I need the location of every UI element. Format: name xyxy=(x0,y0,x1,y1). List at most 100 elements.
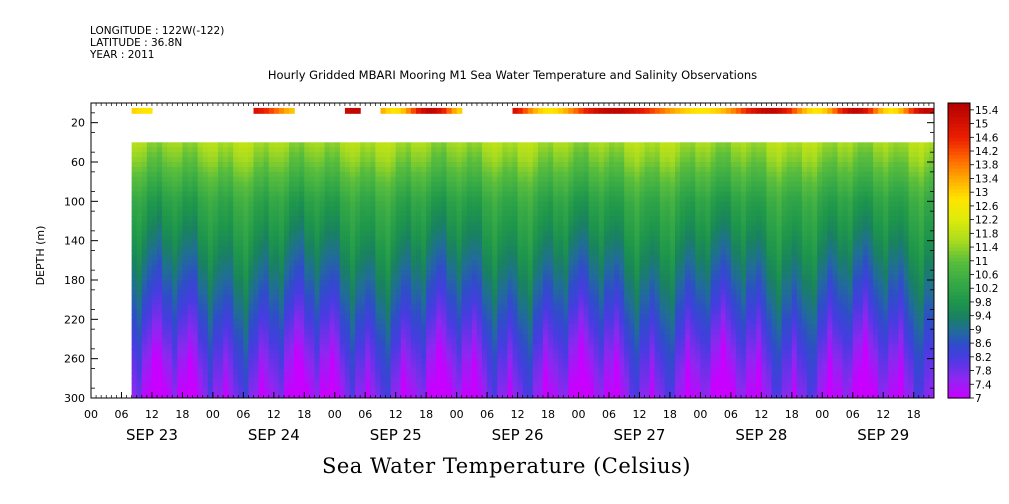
temperature-cell xyxy=(446,314,453,320)
temperature-cell xyxy=(187,206,194,212)
temperature-cell xyxy=(258,176,265,183)
temperature-cell xyxy=(451,393,458,398)
temperature-cell xyxy=(375,201,382,207)
temperature-cell xyxy=(502,299,509,306)
temperature-cell xyxy=(614,339,620,345)
temperature-cell xyxy=(273,294,280,301)
temperature-cell xyxy=(258,378,265,384)
temperature-cell xyxy=(136,284,143,291)
temperature-cell xyxy=(258,280,265,286)
temperature-cell xyxy=(162,230,168,237)
temperature-cell xyxy=(324,309,331,316)
temperature-cell xyxy=(370,294,376,301)
temperature-cell xyxy=(502,383,509,389)
temperature-cell xyxy=(476,299,483,306)
temperature-cell xyxy=(319,240,326,247)
temperature-cell xyxy=(466,206,473,212)
temperature-cell xyxy=(233,383,239,389)
temperature-cell xyxy=(329,255,336,261)
temperature-cell xyxy=(614,275,620,281)
temperature-cell xyxy=(233,280,239,286)
temperature-cell xyxy=(243,334,250,340)
temperature-cell xyxy=(608,250,615,257)
temperature-cell xyxy=(446,147,453,153)
temperature-cell xyxy=(283,166,290,173)
temperature-cell xyxy=(289,378,295,384)
temperature-cell xyxy=(451,186,458,193)
temperature-cell xyxy=(319,383,326,389)
temperature-cell xyxy=(537,324,544,330)
temperature-cell xyxy=(146,294,153,301)
temperature-cell xyxy=(339,166,346,173)
temperature-cell xyxy=(548,353,554,360)
temperature-cell xyxy=(182,388,189,394)
temperature-cell xyxy=(207,314,214,320)
temperature-cell xyxy=(278,196,285,202)
temperature-cell xyxy=(192,225,199,232)
temperature-cell xyxy=(146,206,153,212)
temperature-cell xyxy=(319,339,326,345)
temperature-cell xyxy=(390,284,397,291)
temperature-cell xyxy=(202,265,209,271)
temperature-cell xyxy=(548,363,554,370)
temperature-cell xyxy=(223,265,229,271)
temperature-cell xyxy=(527,334,534,340)
temperature-cell xyxy=(517,211,524,217)
temperature-cell xyxy=(370,343,376,350)
temperature-cell xyxy=(162,201,168,207)
temperature-cell xyxy=(263,191,270,198)
temperature-cell xyxy=(309,245,316,252)
temperature-cell xyxy=(253,324,260,330)
temperature-cell xyxy=(532,230,539,237)
temperature-cell xyxy=(497,221,503,227)
temperature-cell xyxy=(167,294,173,301)
temperature-cell xyxy=(131,191,138,198)
temperature-cell xyxy=(309,260,316,266)
temperature-cell xyxy=(598,334,605,340)
temperature-cell xyxy=(497,299,503,306)
temperature-cell xyxy=(608,255,615,261)
temperature-cell xyxy=(517,363,524,370)
temperature-cell xyxy=(598,280,605,286)
temperature-cell xyxy=(258,284,265,291)
temperature-cell xyxy=(228,255,234,261)
temperature-cell xyxy=(365,378,371,384)
temperature-cell xyxy=(253,211,260,217)
temperature-cell xyxy=(344,388,351,394)
temperature-cell xyxy=(502,235,509,242)
temperature-cell xyxy=(212,289,219,296)
temperature-cell xyxy=(461,235,468,242)
temperature-cell xyxy=(258,304,265,311)
temperature-cell xyxy=(487,343,493,350)
temperature-cell xyxy=(294,225,300,232)
temperature-cell xyxy=(431,334,437,340)
temperature-cell xyxy=(431,176,437,183)
temperature-cell xyxy=(598,363,605,370)
temperature-cell xyxy=(568,324,575,330)
temperature-cell xyxy=(487,147,493,153)
temperature-cell xyxy=(258,339,265,345)
temperature-cell xyxy=(146,314,153,320)
temperature-cell xyxy=(202,270,209,276)
temperature-cell xyxy=(319,329,326,335)
temperature-cell xyxy=(553,166,559,173)
temperature-cell xyxy=(553,363,559,370)
temperature-cell xyxy=(558,280,564,286)
temperature-cell xyxy=(603,166,610,173)
temperature-cell xyxy=(238,378,244,384)
temperature-cell xyxy=(563,142,569,148)
temperature-cell xyxy=(329,225,336,232)
temperature-cell xyxy=(436,353,443,360)
temperature-cell xyxy=(421,240,427,247)
temperature-cell xyxy=(172,324,178,330)
temperature-cell xyxy=(542,176,549,183)
temperature-cell xyxy=(151,157,158,163)
temperature-cell xyxy=(223,230,229,237)
temperature-cell xyxy=(162,270,168,276)
temperature-cell xyxy=(558,275,564,281)
temperature-cell xyxy=(289,142,295,148)
temperature-cell xyxy=(542,319,549,325)
temperature-cell xyxy=(131,176,138,183)
temperature-cell xyxy=(558,166,564,173)
temperature-cell xyxy=(192,235,199,242)
